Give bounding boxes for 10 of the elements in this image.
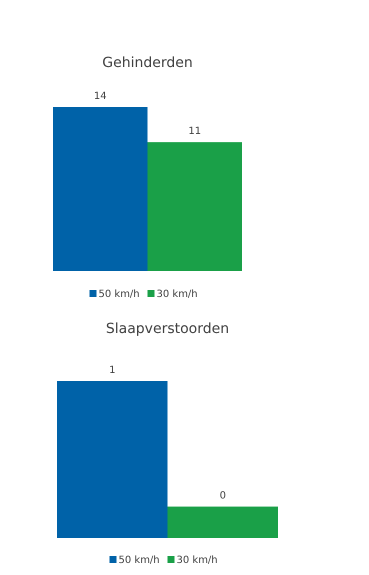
data-label: 1 <box>109 365 116 376</box>
data-label: 14 <box>94 91 107 102</box>
chart-title: Slaapverstoorden <box>106 321 230 337</box>
data-label: 11 <box>188 126 202 138</box>
legend-label: 50 km/h <box>118 555 160 566</box>
legend-label: 30 km/h <box>156 289 198 300</box>
data-label: 0 <box>220 490 226 502</box>
chart-title: Gehinderden <box>102 55 193 71</box>
legend-label: 50 km/h <box>98 289 140 300</box>
legend-label: 30 km/h <box>176 555 218 566</box>
